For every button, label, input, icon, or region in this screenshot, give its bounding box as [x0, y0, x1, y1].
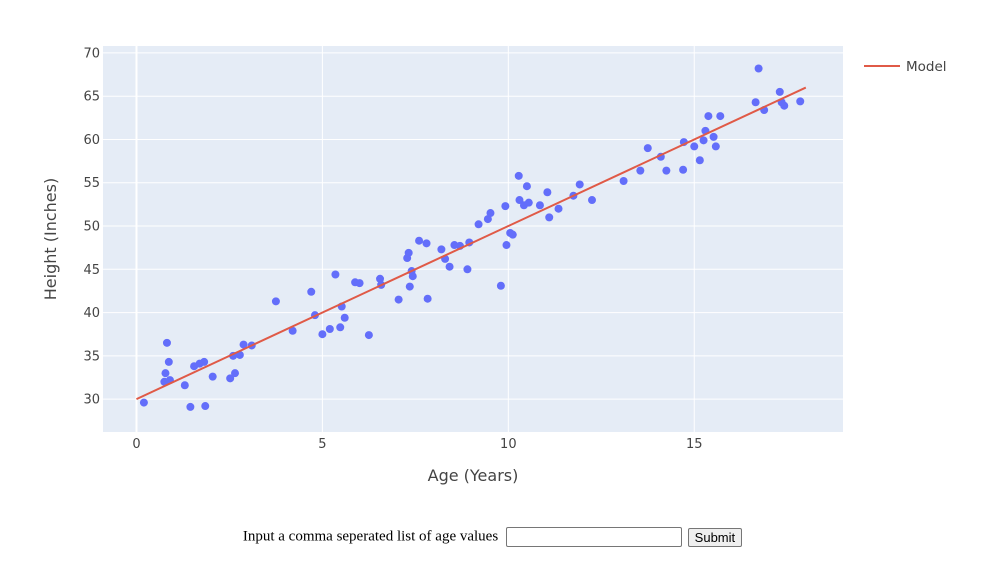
x-gridlines	[135, 46, 695, 432]
data-point[interactable]	[524, 198, 533, 207]
data-point[interactable]	[404, 248, 413, 257]
data-point[interactable]	[331, 270, 340, 279]
x-axis-title: Age (Years)	[428, 466, 519, 485]
legend[interactable]: Model	[864, 59, 947, 75]
data-point[interactable]	[587, 196, 596, 205]
y-tick-label: 35	[83, 349, 100, 364]
data-point[interactable]	[716, 112, 725, 121]
data-point[interactable]	[422, 239, 431, 248]
y-tick-label: 65	[83, 90, 100, 105]
data-point[interactable]	[231, 369, 240, 378]
data-point[interactable]	[200, 357, 209, 366]
y-tick-label: 70	[83, 46, 100, 61]
data-point[interactable]	[751, 98, 760, 107]
data-point[interactable]	[186, 402, 195, 411]
data-point[interactable]	[535, 201, 544, 210]
data-point[interactable]	[775, 87, 784, 96]
data-point[interactable]	[709, 132, 718, 141]
data-point[interactable]	[486, 209, 495, 218]
data-point[interactable]	[704, 112, 713, 121]
data-point[interactable]	[554, 204, 563, 213]
x-tick-label: 15	[686, 437, 703, 452]
y-tick-label: 45	[83, 263, 100, 278]
data-point[interactable]	[522, 182, 531, 191]
data-point[interactable]	[271, 297, 280, 306]
data-point[interactable]	[575, 180, 584, 189]
plot-background	[103, 46, 843, 432]
data-point[interactable]	[162, 338, 171, 347]
data-point[interactable]	[208, 372, 217, 381]
data-point[interactable]	[711, 142, 720, 151]
model-series-line	[136, 86, 807, 401]
y-tick-labels: 30 35 40 45 50 55 60 65 70	[83, 46, 100, 407]
data-point[interactable]	[501, 202, 510, 211]
y-tick-label: 50	[83, 220, 100, 235]
y-tick-label: 40	[83, 306, 100, 321]
data-point[interactable]	[325, 325, 334, 334]
y-tick-label: 60	[83, 133, 100, 148]
y-axis-title: Height (Inches)	[41, 178, 60, 300]
data-point[interactable]	[336, 323, 345, 332]
data-point[interactable]	[496, 281, 505, 290]
data-point[interactable]	[474, 220, 483, 229]
data-points	[139, 64, 805, 411]
data-point[interactable]	[226, 374, 235, 383]
x-tick-labels: 0 5 10 15	[132, 437, 702, 452]
data-point[interactable]	[780, 101, 789, 110]
data-point[interactable]	[699, 136, 708, 145]
data-point[interactable]	[690, 142, 699, 151]
data-point[interactable]	[543, 188, 552, 197]
age-input-form: Input a comma seperated list of age valu…	[0, 527, 985, 547]
data-point[interactable]	[239, 340, 248, 349]
data-point[interactable]	[423, 294, 432, 303]
data-point[interactable]	[662, 166, 671, 175]
data-point[interactable]	[318, 330, 327, 339]
scatter-chart: 0 5 10 15 30 35 40 45 50 55 60 65 70 Age (Years) He…	[41, 46, 947, 485]
submit-button[interactable]: Submit	[687, 527, 743, 547]
model-line	[136, 86, 807, 401]
data-point[interactable]	[483, 215, 492, 224]
data-point[interactable]	[161, 369, 170, 378]
data-point[interactable]	[408, 272, 417, 281]
data-point[interactable]	[514, 171, 523, 180]
x-tick-label: 0	[132, 437, 140, 452]
data-point[interactable]	[619, 177, 628, 186]
data-point[interactable]	[695, 156, 704, 165]
data-point[interactable]	[415, 236, 424, 245]
data-point[interactable]	[463, 265, 472, 274]
age-input-label: Input a comma seperated list of age valu…	[242, 528, 499, 545]
data-point[interactable]	[437, 245, 446, 254]
data-point[interactable]	[139, 398, 148, 407]
y-gridlines	[103, 52, 843, 400]
data-point[interactable]	[679, 165, 688, 174]
age-values-input[interactable]	[505, 527, 682, 547]
data-point[interactable]	[164, 357, 173, 366]
data-point[interactable]	[636, 166, 645, 175]
data-point[interactable]	[364, 331, 373, 340]
data-point[interactable]	[643, 144, 652, 153]
data-point[interactable]	[545, 213, 554, 222]
data-point[interactable]	[515, 196, 524, 205]
data-point[interactable]	[201, 402, 210, 411]
data-point[interactable]	[508, 230, 517, 239]
data-point[interactable]	[445, 262, 454, 271]
y-tick-label: 55	[83, 176, 100, 191]
y-tick-label: 30	[83, 393, 100, 408]
data-point[interactable]	[307, 287, 316, 296]
data-point[interactable]	[340, 313, 349, 322]
data-point[interactable]	[376, 274, 385, 283]
x-tick-label: 5	[318, 437, 326, 452]
data-point[interactable]	[502, 241, 511, 250]
x-tick-label: 10	[500, 437, 517, 452]
data-point[interactable]	[754, 64, 763, 73]
legend-model-label: Model	[906, 59, 947, 75]
data-point[interactable]	[405, 282, 414, 291]
data-point[interactable]	[355, 279, 364, 288]
data-point[interactable]	[180, 381, 189, 390]
data-point[interactable]	[394, 295, 403, 304]
data-point[interactable]	[796, 97, 805, 106]
data-point[interactable]	[288, 326, 297, 335]
